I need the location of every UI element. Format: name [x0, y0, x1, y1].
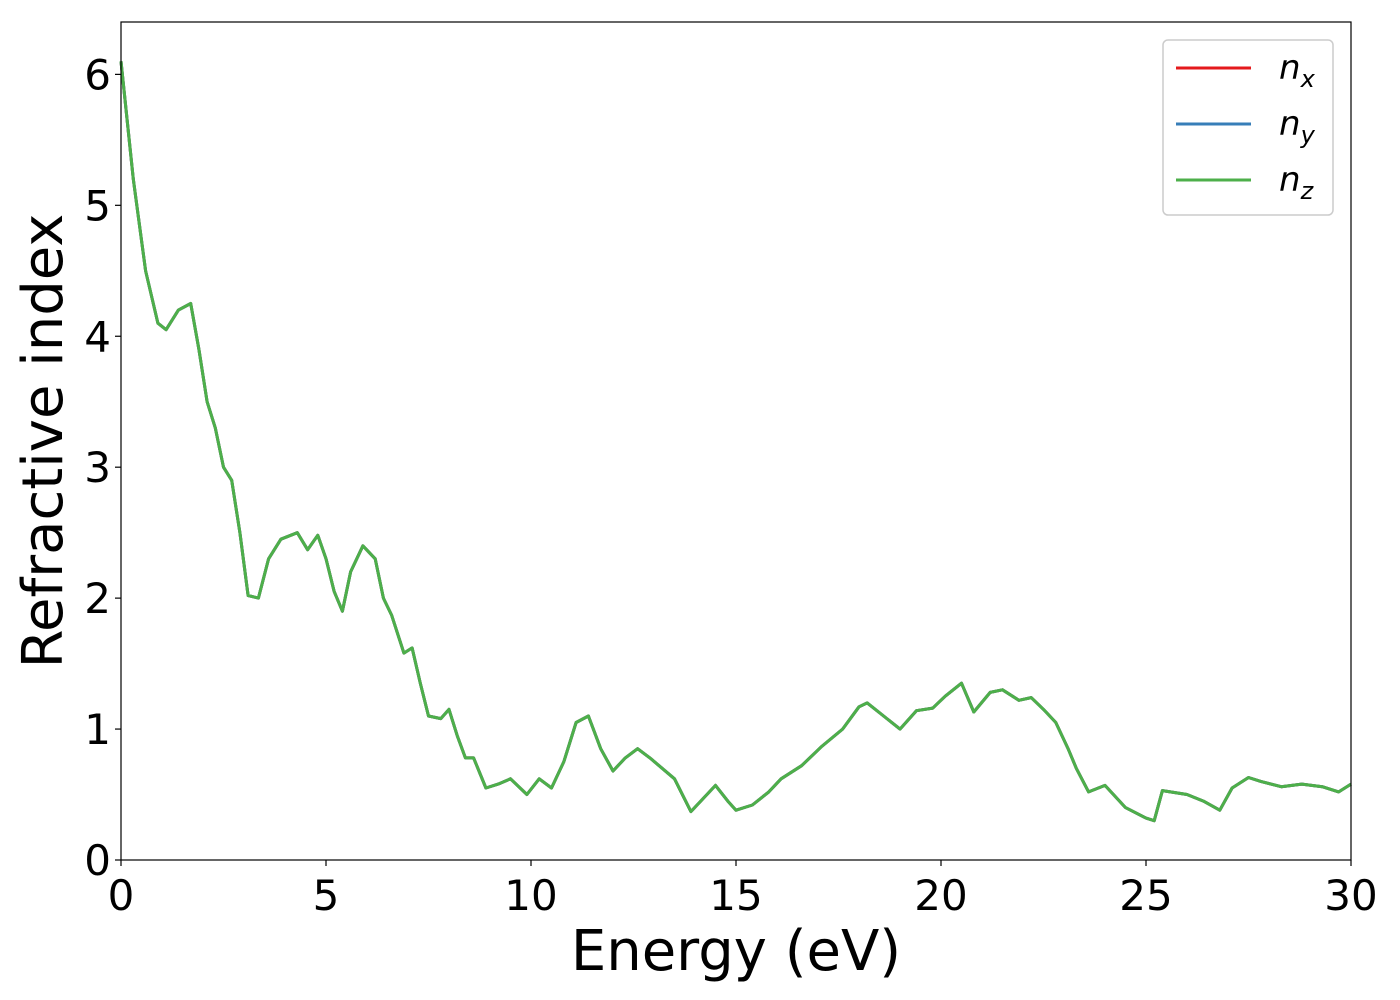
x-tick-label: 15 [709, 871, 762, 920]
x-tick-label: 5 [313, 871, 340, 920]
y-tick-label: 6 [84, 50, 111, 99]
y-tick-label: 2 [84, 574, 111, 623]
y-tick-label: 3 [84, 443, 111, 492]
x-tick-label: 20 [914, 871, 967, 920]
legend-label-subscript: z [1300, 177, 1315, 205]
x-tick-label: 30 [1324, 871, 1377, 920]
legend-label-base: n [1279, 48, 1301, 88]
x-tick-label: 10 [504, 871, 557, 920]
series-line-z [119, 61, 1352, 823]
x-tick-label: 25 [1119, 871, 1172, 920]
plot-lines [119, 61, 1352, 823]
legend-label-base: n [1279, 104, 1301, 144]
legend-label-x: nx [1279, 48, 1316, 93]
x-tick-label: 0 [108, 871, 135, 920]
y-tick-label: 5 [84, 181, 111, 230]
y-tick-label: 4 [84, 312, 111, 361]
legend-label-z: nz [1279, 160, 1315, 205]
legend-box [1162, 39, 1334, 216]
legend-label-base: n [1279, 160, 1301, 200]
legend-label-subscript: y [1300, 121, 1316, 149]
legend-label-subscript: x [1300, 65, 1316, 93]
y-axis-title: Refractive index [11, 214, 76, 669]
legend-label-y: ny [1279, 104, 1316, 149]
y-axis-ticks: 0 1 2 3 4 5 6 [84, 50, 121, 885]
x-axis-title: Energy (eV) [571, 919, 901, 984]
x-axis-ticks: 0 5 10 15 20 25 30 [108, 860, 1378, 920]
y-tick-label: 1 [84, 705, 111, 754]
y-tick-label: 0 [84, 836, 111, 885]
